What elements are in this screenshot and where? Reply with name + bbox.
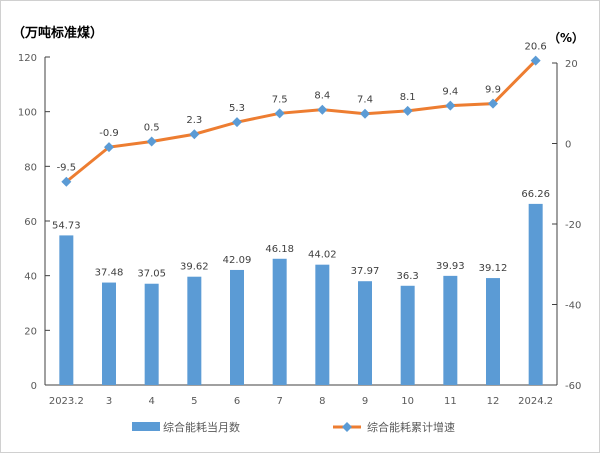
bar (59, 235, 74, 385)
bar (443, 275, 458, 385)
line-marker (530, 55, 541, 66)
x-tick-label: 2023.2 (49, 396, 84, 407)
line-data-label: 7.5 (272, 94, 288, 105)
x-tick-label: 10 (401, 396, 414, 407)
line-marker (317, 104, 328, 115)
bar-data-label: 37.48 (95, 268, 124, 279)
bar-data-label: 66.26 (521, 189, 550, 200)
x-tick-label: 7 (276, 396, 282, 407)
line-data-label: 8.4 (314, 91, 330, 102)
bar (144, 283, 159, 385)
line-data-label: 5.3 (229, 103, 245, 114)
left-tick-label: 120 (18, 53, 37, 64)
x-tick-label: 9 (362, 396, 368, 407)
legend-bar-swatch (132, 422, 160, 431)
line-marker (488, 98, 498, 109)
x-tick-label: 3 (106, 396, 112, 407)
x-tick-label: 12 (487, 396, 500, 407)
bar (187, 276, 202, 385)
x-tick-label: 11 (444, 396, 457, 407)
line-data-label: 7.4 (357, 95, 373, 106)
bar (400, 285, 415, 385)
bar-data-label: 37.05 (137, 269, 166, 280)
legend-bar-label: 综合能耗当月数 (163, 420, 240, 434)
right-tick-label: -40 (565, 301, 581, 312)
line-data-label: 9.9 (485, 85, 501, 96)
bar-data-label: 44.02 (308, 250, 337, 261)
left-tick-label: 60 (24, 217, 37, 228)
bar (102, 282, 116, 385)
bar-data-label: 36.3 (397, 271, 419, 282)
left-axis-title: （万吨标准煤） (12, 25, 103, 41)
bar-data-label: 42.09 (223, 255, 252, 266)
bar-data-label: 37.97 (351, 266, 380, 277)
growth-line (65, 59, 537, 183)
bar (528, 203, 543, 385)
x-tick-label: 6 (234, 396, 240, 407)
bar-data-label: 54.73 (52, 220, 81, 231)
right-tick-label: 20 (565, 59, 578, 70)
bar-data-label: 39.62 (180, 262, 209, 273)
line-marker (104, 142, 114, 153)
line-marker (445, 100, 456, 111)
left-tick-label: 100 (18, 108, 37, 119)
bar (315, 264, 330, 385)
x-tick-label: 2024.2 (518, 396, 553, 407)
left-tick-label: 20 (24, 326, 37, 337)
bar-data-label: 39.12 (479, 263, 508, 274)
x-tick-label: 5 (191, 396, 197, 407)
line-marker (360, 108, 370, 119)
bar (272, 258, 287, 385)
line-data-label: -0.9 (99, 128, 119, 139)
left-tick-label: 80 (24, 162, 37, 173)
x-tick-label: 4 (148, 396, 154, 407)
line-marker (61, 176, 72, 187)
line-marker (274, 108, 285, 119)
left-tick-label: 0 (31, 381, 37, 392)
left-tick-label: 40 (24, 272, 37, 283)
line-data-label: -9.5 (57, 163, 77, 174)
line-data-label: 0.5 (144, 122, 160, 133)
bar-data-label: 46.18 (265, 244, 294, 255)
right-axis-title: （%） (548, 30, 584, 45)
right-tick-label: 0 (565, 140, 571, 151)
bar-data-label: 39.93 (436, 261, 465, 272)
line-marker (232, 117, 242, 128)
line-data-label: 2.3 (186, 115, 202, 126)
bar (358, 281, 372, 385)
bar (486, 278, 500, 385)
right-tick-label: -20 (565, 220, 581, 231)
x-tick-label: 8 (319, 396, 325, 407)
bar (230, 269, 244, 385)
line-marker (402, 105, 413, 116)
line-marker (189, 129, 200, 140)
legend-line-marker (342, 422, 352, 432)
line-marker (146, 136, 157, 147)
legend-line-label: 综合能耗累计增速 (367, 420, 455, 434)
line-data-label: 9.4 (442, 87, 458, 98)
line-data-label: 20.6 (525, 42, 547, 53)
right-tick-label: -60 (565, 381, 581, 392)
line-data-label: 8.1 (400, 92, 416, 103)
